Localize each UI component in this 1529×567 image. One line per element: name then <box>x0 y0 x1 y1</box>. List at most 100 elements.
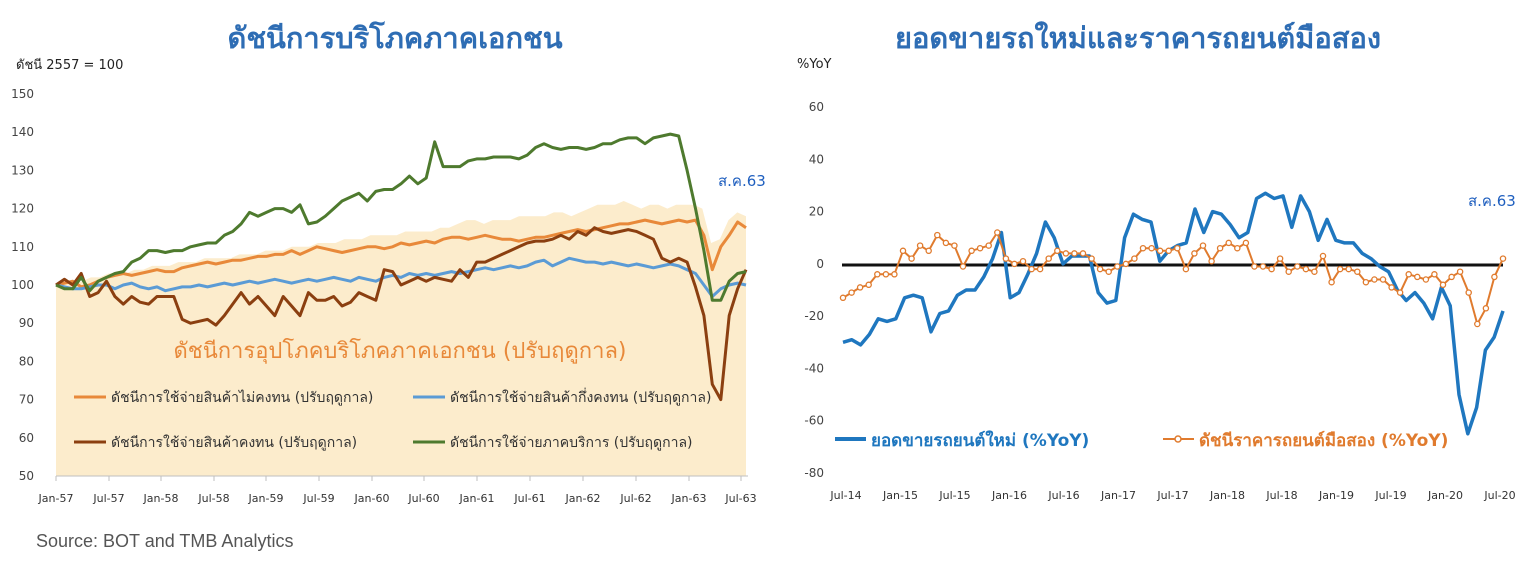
right-y-axis-label: %YoY <box>797 57 832 72</box>
source-note: Source: BOT and TMB Analytics <box>36 531 294 551</box>
series-durable <box>55 226 748 402</box>
left-y-tick-label: 110 <box>11 240 34 254</box>
right-y-tick-label: -40 <box>804 361 824 375</box>
right-x-tick-label: Jul-20 <box>1483 489 1515 502</box>
used-car-price-point <box>959 263 967 270</box>
used-car-price-point <box>1096 265 1104 273</box>
used-car-price-point <box>1396 289 1404 296</box>
right-line-series <box>839 191 1507 436</box>
used-car-price-point <box>1199 242 1207 249</box>
left-y-tick-label: 80 <box>19 354 34 368</box>
used-car-price-point <box>1225 239 1232 247</box>
used-car-price-point <box>865 281 872 289</box>
right-x-tick-label: Jul-14 <box>829 489 861 502</box>
used-car-price-point <box>994 229 1001 236</box>
left-y-tick-label: 90 <box>19 316 34 330</box>
right-annotation: ส.ค.63 <box>1468 192 1516 210</box>
legend-marker-used-car-price <box>1174 435 1182 443</box>
used-car-price-point <box>1294 263 1301 270</box>
used-car-price-point <box>1491 273 1498 281</box>
used-car-price-point <box>1054 247 1061 255</box>
left-y-tick-label: 70 <box>19 393 34 407</box>
left-y-tick-label: 50 <box>19 469 34 483</box>
series-services <box>55 132 747 302</box>
used-car-price-point <box>1156 247 1164 255</box>
left-x-tick-label: Jul-61 <box>513 492 545 505</box>
used-car-price-point <box>1114 263 1121 270</box>
right-y-tick-label: 20 <box>809 205 824 219</box>
left-annotation: ส.ค.63 <box>718 172 766 190</box>
right-x-tick-label: Jul-16 <box>1047 489 1079 502</box>
used-car-price-point <box>1028 265 1035 273</box>
used-car-price-point <box>899 247 907 255</box>
area-private-consumption <box>56 201 746 476</box>
used-car-price-point <box>1422 276 1430 283</box>
left-x-tick-label: Jul-62 <box>619 492 651 505</box>
right-chart: ยอดขายรถใหม่และราคารถยนต์มือสอง %YoY 60 4… <box>797 21 1516 502</box>
series-semidurable <box>55 256 747 298</box>
used-car-price-point <box>908 255 915 262</box>
used-car-price-point <box>1362 278 1370 286</box>
left-x-tick-label: Jul-58 <box>197 492 229 505</box>
used-car-price-point <box>951 242 958 249</box>
right-y-tick-label: -80 <box>804 466 824 480</box>
left-x-tick-label: Jan-60 <box>354 492 390 505</box>
right-y-tick-label: 40 <box>809 152 824 166</box>
left-y-ticks: 150 140 130 120 110 100 90 80 70 60 50 <box>11 87 34 483</box>
used-car-price-point <box>1071 250 1078 257</box>
used-car-price-point <box>1448 273 1455 281</box>
used-car-price-point <box>1182 265 1190 273</box>
used-car-price-point <box>1045 255 1052 262</box>
used-car-price-point <box>1354 268 1361 275</box>
used-car-price-point <box>1319 252 1327 260</box>
series-nondurable <box>55 218 747 289</box>
legend-label-durable: ดัชนีการใช้จ่ายสินค้าคงทน (ปรับฤดูกาล) <box>111 434 357 451</box>
used-car-price-point <box>1379 276 1387 283</box>
left-y-tick-label: 130 <box>11 163 34 177</box>
used-car-price-point <box>1174 244 1181 252</box>
right-y-tick-label: -60 <box>804 414 824 428</box>
left-chart-title: ดัชนีการบริโภคภาคเอกชน <box>227 20 562 55</box>
used-car-price-point <box>1328 278 1335 286</box>
right-x-tick-label: Jul-18 <box>1265 489 1297 502</box>
right-x-ticks: Jul-14 Jan-15 Jul-15 Jan-16 Jul-16 Jan-17 Jul-… <box>829 489 1515 502</box>
used-car-price-point <box>1482 305 1490 312</box>
used-car-price-point <box>925 247 932 255</box>
right-x-tick-label: Jan-20 <box>1427 489 1463 502</box>
used-car-price-point <box>1079 250 1087 257</box>
used-car-price-point <box>1311 268 1318 275</box>
used-car-price-point <box>1011 260 1018 268</box>
used-car-price-point <box>934 231 941 239</box>
used-car-price-point <box>1499 255 1507 262</box>
used-car-price-point <box>1122 260 1130 268</box>
used-car-price-point <box>1276 255 1284 262</box>
used-car-price-point <box>1251 263 1258 270</box>
used-car-price-point <box>1242 239 1250 247</box>
legend-label-services: ดัชนีการใช้จ่ายภาคบริการ (ปรับฤดูกาล) <box>450 434 693 451</box>
used-car-price-point <box>1345 265 1352 273</box>
left-x-tick-label: Jan-57 <box>38 492 74 505</box>
right-x-tick-label: Jan-17 <box>1100 489 1136 502</box>
legend-label-new-car-sales: ยอดขายรถยนต์ใหม่ (%YoY) <box>871 430 1089 451</box>
left-area-series <box>56 201 746 476</box>
used-car-price-point <box>1474 320 1481 328</box>
used-car-price-point <box>1268 265 1275 273</box>
used-car-price-point <box>1414 273 1421 281</box>
left-x-tick-label: Jan-63 <box>671 492 707 505</box>
left-x-tick-label: Jul-59 <box>302 492 334 505</box>
used-car-price-point <box>1216 244 1224 252</box>
used-car-price-point <box>916 242 924 249</box>
used-car-price-point <box>1259 263 1267 270</box>
right-x-tick-label: Jul-19 <box>1374 489 1406 502</box>
used-car-price-point <box>1165 247 1172 255</box>
used-car-price-point <box>1131 255 1138 262</box>
left-y-tick-label: 140 <box>11 125 34 139</box>
right-y-tick-label: -20 <box>804 309 824 323</box>
right-x-tick-label: Jul-15 <box>938 489 970 502</box>
left-x-tick-label: Jul-63 <box>724 492 756 505</box>
left-y-axis-label: ดัชนี 2557 = 100 <box>16 57 123 73</box>
right-x-tick-label: Jul-17 <box>1156 489 1188 502</box>
legend-area-label: ดัชนีการอุปโภคบริโภคภาคเอกชน (ปรับฤดูกาล… <box>173 338 626 364</box>
used-car-price-point <box>968 247 975 255</box>
